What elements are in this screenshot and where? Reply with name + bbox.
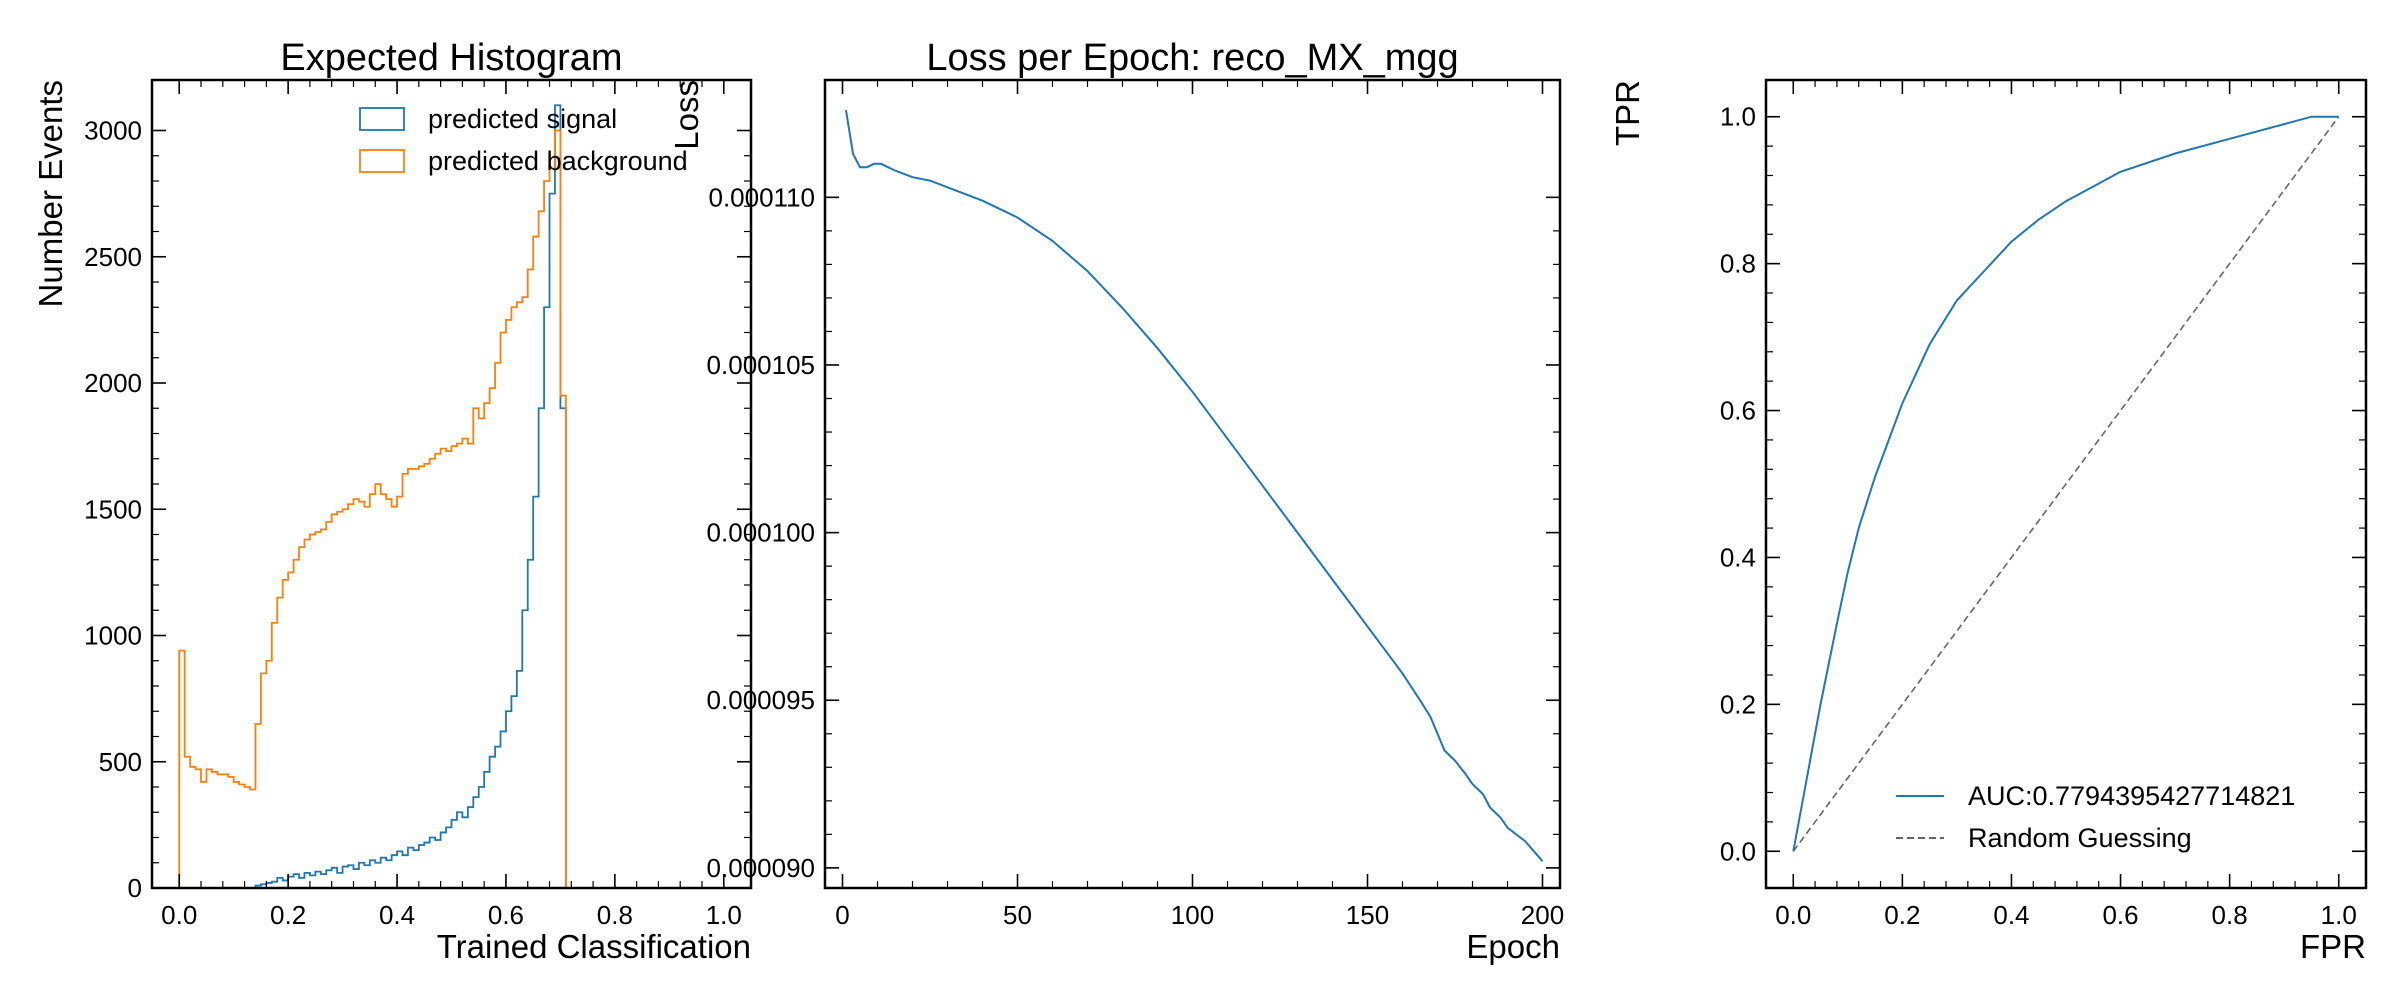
y-tick-label: 0.4 <box>1720 542 1756 572</box>
x-tick-label: 0.0 <box>1775 900 1811 930</box>
x-tick-label: 0.8 <box>2212 900 2248 930</box>
y-axis-label: Number Events <box>32 80 69 307</box>
series-line-roc-1 <box>1792 116 2340 852</box>
axes-frame <box>150 78 753 890</box>
y-tick-label: 0.6 <box>1720 396 1756 426</box>
panel-roc: 0.0 0.2 0.4 0.6 0.8 1.00.00.20.40.60.81.0FPRT… <box>1609 78 2368 965</box>
plot-area-roc <box>1792 115 2340 852</box>
x-tick-label: 150 <box>1346 900 1389 930</box>
legend-label-1: Random Guessing <box>1968 823 2192 853</box>
axes-frame <box>823 78 1562 890</box>
x-tick-label: 0.6 <box>2102 900 2138 930</box>
legend-swatch-0 <box>359 107 405 131</box>
x-tick-label: 1.0 <box>2321 900 2357 930</box>
y-tick-label: 2500 <box>84 242 142 272</box>
y-tick-label: 1500 <box>84 494 142 524</box>
x-tick-label: 50 <box>1003 900 1032 930</box>
x-axis-label: Trained Classification <box>437 928 751 965</box>
panel-loss: 0 50 100 150 200 0.000090 0.000095 0.000100 0.00… <box>668 37 1564 965</box>
y-axis-label: Loss <box>668 80 705 150</box>
y-tick-label: 500 <box>99 747 142 777</box>
y-tick-label: 1000 <box>84 621 142 651</box>
series-background-histogram <box>178 129 567 888</box>
y-tick-label: 3000 <box>84 116 142 146</box>
y-tick-label: 0.000095 <box>707 685 815 715</box>
x-tick-label: 0.8 <box>597 900 633 930</box>
legend-label-0: AUC:0.7794395427714821 <box>1968 781 2295 811</box>
chart-title: Expected Histogram <box>280 37 622 79</box>
tick-marks <box>152 80 751 889</box>
chart-title: Loss per Epoch: reco_MX_mgg <box>926 37 1458 79</box>
series-signal-histogram <box>179 104 567 888</box>
axes-frame <box>1764 78 2368 890</box>
x-tick-label: 100 <box>1171 900 1214 930</box>
x-tick-label: 0.2 <box>1884 900 1920 930</box>
tick-marks <box>1766 80 2366 888</box>
x-tick-label: 0.4 <box>379 900 415 930</box>
y-tick-label: 0.000110 <box>708 182 815 212</box>
legend-label-1: predicted background <box>428 146 688 176</box>
x-tick-label: 0 <box>835 900 849 930</box>
x-tick-label: 0.2 <box>270 900 306 930</box>
panel-hist: 0.0 0.2 0.4 0.6 0.8 1.0 0 500 1000 1500 2000 2500 30… <box>32 37 753 965</box>
y-tick-label: 0.000100 <box>707 518 815 548</box>
y-tick-label: 0.8 <box>1720 249 1756 279</box>
x-tick-label: 0.6 <box>488 900 524 930</box>
y-tick-label: 1.0 <box>1720 102 1756 132</box>
plot-area-loss <box>845 110 1544 862</box>
series-line-roc-0 <box>1792 115 2339 852</box>
y-tick-label: 0.0 <box>1720 836 1756 866</box>
y-tick-label: 0 <box>128 873 142 903</box>
x-axis-label: Epoch <box>1466 928 1560 965</box>
y-axis-label: TPR <box>1609 80 1646 146</box>
y-tick-label: 0.000090 <box>707 853 815 883</box>
x-tick-label: 200 <box>1521 900 1564 930</box>
legend-swatch-1 <box>359 149 405 173</box>
y-tick-label: 2000 <box>84 368 142 398</box>
tick-marks <box>825 80 1560 888</box>
x-axis-label: FPR <box>2300 928 2366 965</box>
plot-area-hist <box>178 104 567 888</box>
y-tick-label: 0.000105 <box>707 350 815 380</box>
x-tick-label: 0.0 <box>161 900 197 930</box>
y-tick-label: 0.2 <box>1720 689 1756 719</box>
series-line-loss-0 <box>845 110 1544 862</box>
legend-label-0: predicted signal <box>428 104 617 134</box>
x-tick-label: 1.0 <box>706 900 742 930</box>
x-tick-label: 0.4 <box>1993 900 2029 930</box>
